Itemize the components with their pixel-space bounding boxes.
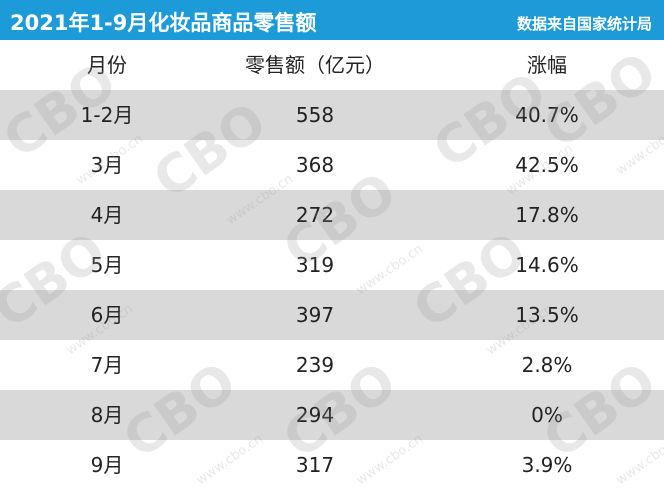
table-cell: 239 [295,353,335,377]
source: 数据来自国家统计局 [516,15,652,33]
table-cell: 368 [295,153,335,177]
table-cell: 3.9% [521,453,573,477]
table-row: 4月 272 17.8% [0,190,664,240]
table-row: 3月 368 42.5% [0,140,664,190]
table-cell: 40.7% [515,103,579,127]
table-cell: 9月 [90,453,124,477]
table-cell: 5月 [90,253,124,277]
table-cell: 4月 [90,203,124,227]
table-cell: 397 [295,303,335,327]
table-cell: 7月 [90,353,124,377]
title: 2021年1-9月化妆品商品零售额 [10,11,317,35]
table-row: 7月 239 2.8% [0,340,664,390]
table-row: 6月 397 13.5% [0,290,664,340]
column-header: 涨幅 [527,53,567,77]
table-row: 8月 294 0% [0,390,664,440]
table-row: 9月 317 3.9% [0,440,664,490]
column-header: 月份 [87,53,127,77]
table-cell: 272 [295,203,335,227]
table-cell: 3月 [90,153,124,177]
table-cell: 294 [295,403,335,427]
table-cell: 558 [295,103,335,127]
table-cell: 14.6% [515,253,579,277]
header-bar: 2021年1-9月化妆品商品零售额 数据来自国家统计局 [0,0,664,40]
table-row: 1-2月 558 40.7% [0,90,664,140]
table-cell: 319 [295,253,335,277]
table-cell: 317 [295,453,335,477]
table-row: 5月 319 14.6% [0,240,664,290]
table-cell: 17.8% [515,203,579,227]
table-cell: 2.8% [521,353,573,377]
table-cell: 13.5% [515,303,579,327]
table-cell: 0% [531,403,563,427]
header-row: 月份 零售额（亿元） 涨幅 [0,40,664,90]
table-cell: 42.5% [515,153,579,177]
table: 月份 零售额（亿元） 涨幅 1-2月 558 40.7% 3月 368 42.5% 4月 272 17… [0,40,664,490]
table-cell: 8月 [90,403,124,427]
table-cell: 6月 [90,303,124,327]
column-header: 零售额（亿元） [245,53,385,77]
table-cell: 1-2月 [80,103,134,127]
